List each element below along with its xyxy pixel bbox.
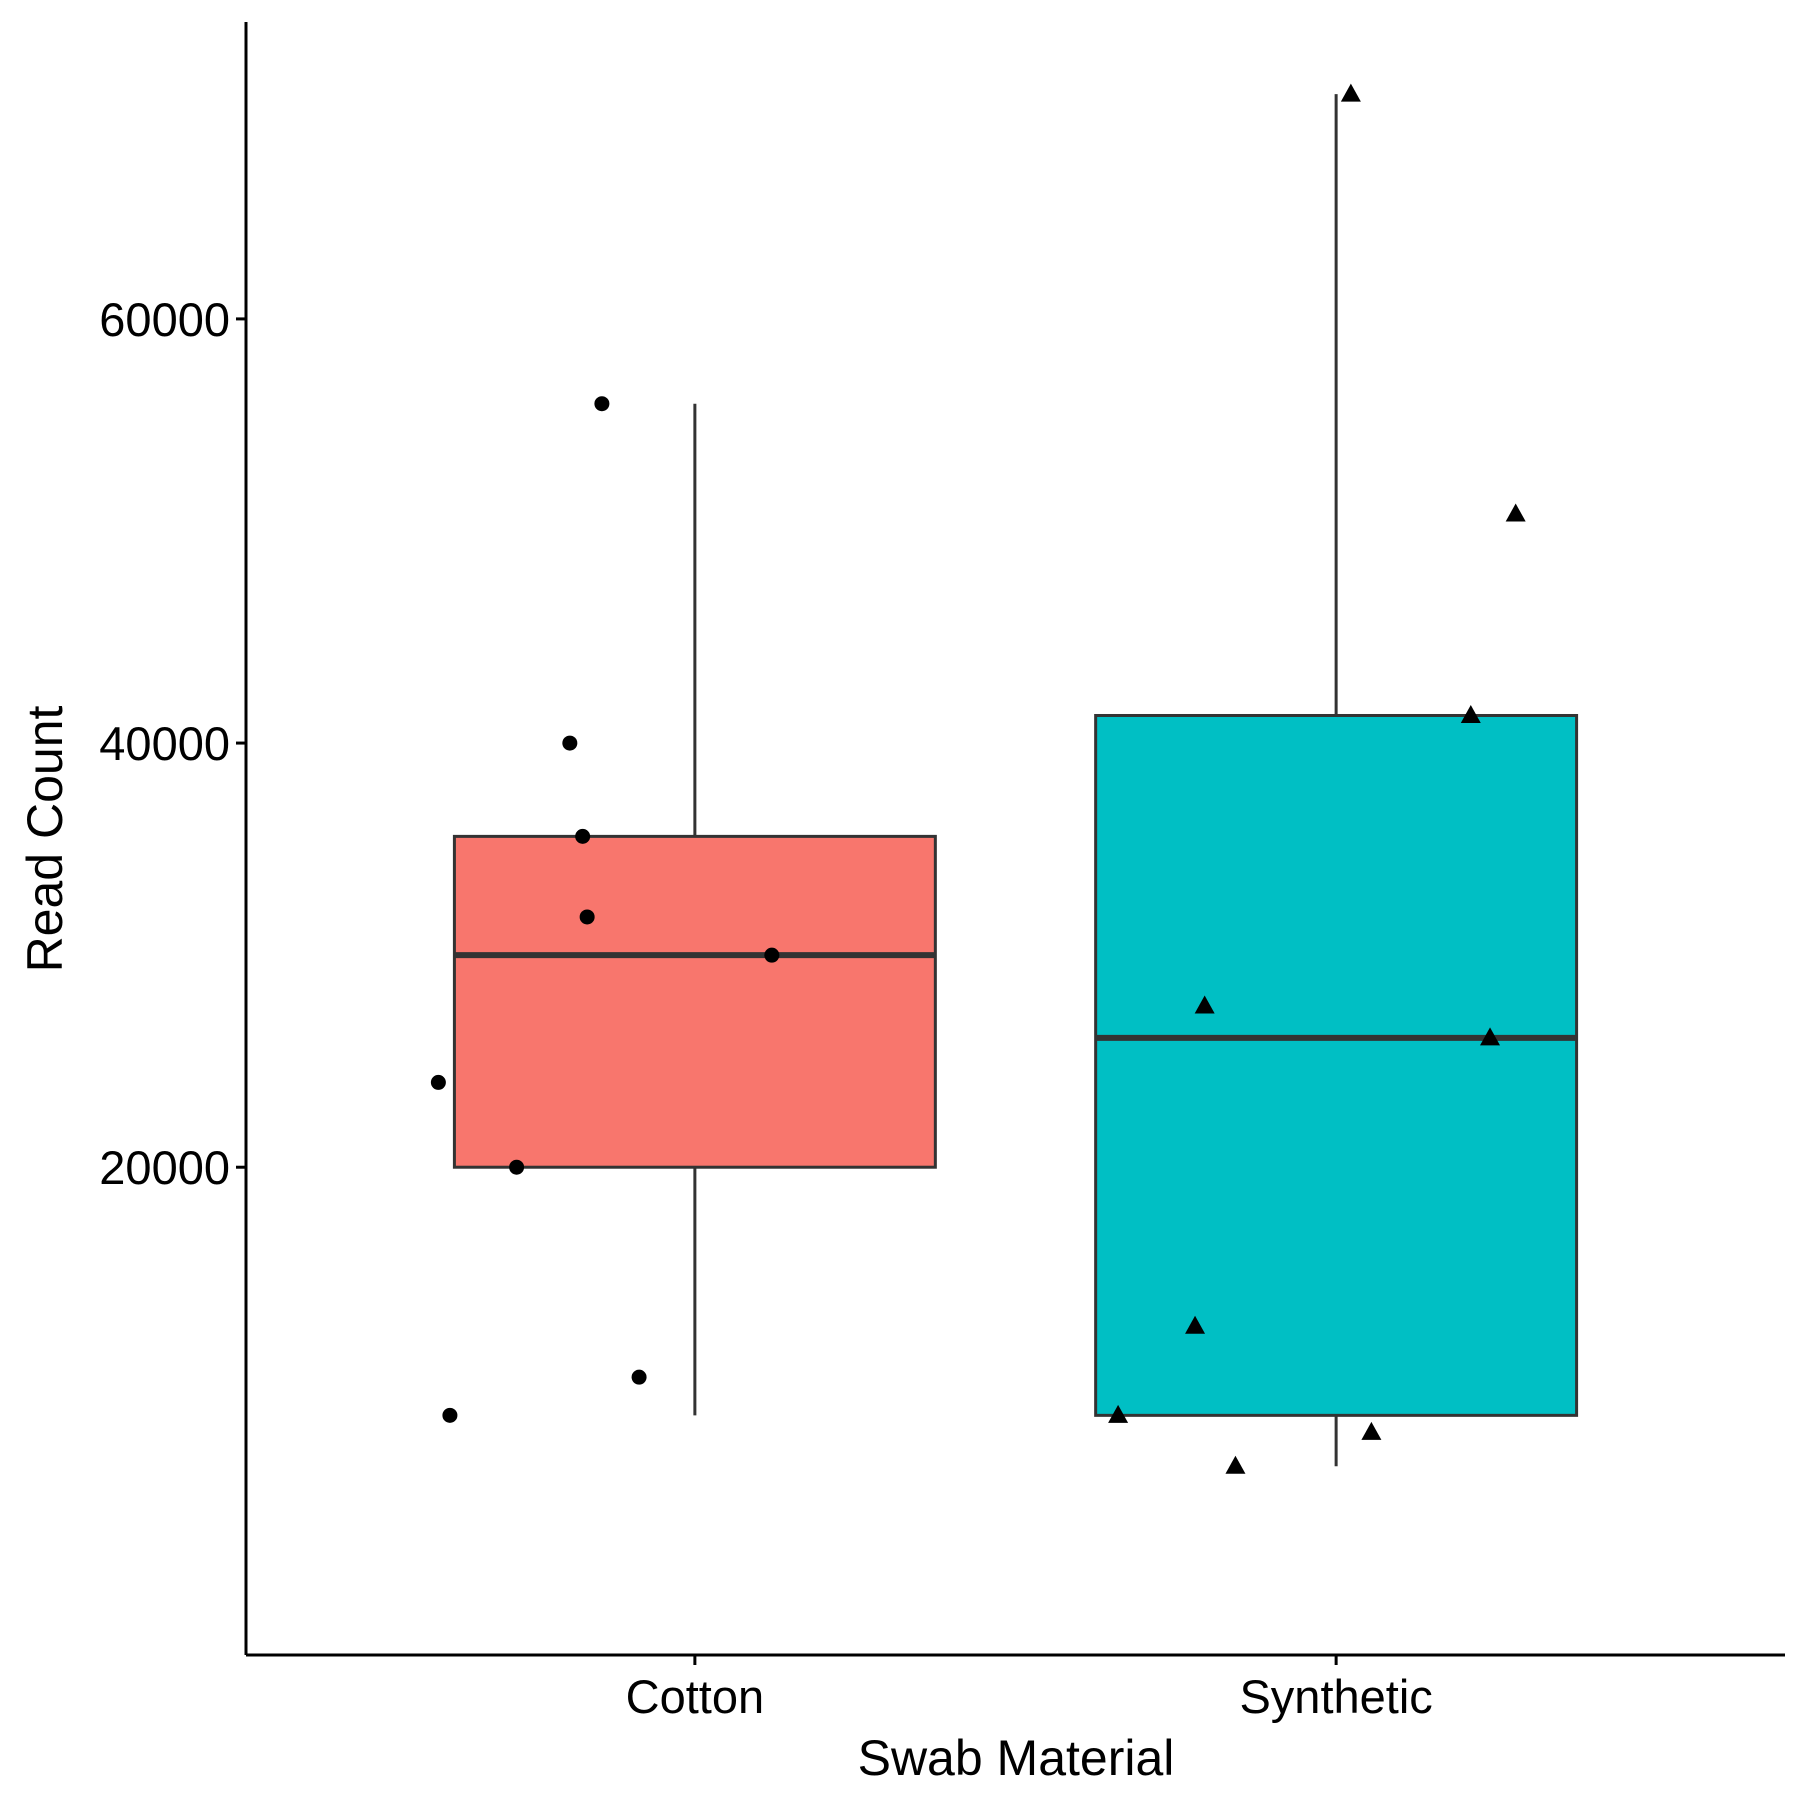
data-point-synthetic (1505, 503, 1526, 522)
y-axis-title: Read Count (17, 705, 73, 972)
data-point-synthetic (1361, 1421, 1382, 1440)
data-point-cotton (631, 1369, 647, 1385)
x-tick-label-cotton: Cotton (626, 1670, 764, 1723)
y-tick-label: 40000 (99, 717, 230, 770)
data-point-synthetic (1108, 1404, 1129, 1423)
axes-layer (244, 22, 1785, 1657)
data-point-synthetic (1194, 995, 1215, 1014)
x-tick-label-synthetic: Synthetic (1239, 1670, 1432, 1723)
data-point-synthetic (1185, 1315, 1206, 1334)
box-synthetic (1094, 94, 1579, 1467)
data-point-cotton (764, 947, 780, 963)
data-point-cotton (442, 1407, 458, 1423)
data-point-cotton (430, 1074, 446, 1090)
y-tick-label: 60000 (99, 293, 230, 346)
y-ticks: 20000 40000 60000 (99, 293, 246, 1194)
boxes-layer (452, 94, 1579, 1467)
data-point-synthetic (1460, 704, 1481, 723)
box-body-cotton (452, 834, 937, 1169)
x-axis-title: Swab Material (858, 1730, 1175, 1786)
data-point-cotton (579, 909, 595, 925)
data-point-synthetic (1480, 1027, 1501, 1046)
data-point-synthetic (1225, 1455, 1246, 1474)
data-point-cotton (509, 1159, 525, 1175)
box-body-synthetic (1094, 713, 1579, 1417)
box-cotton (452, 403, 937, 1416)
data-point-cotton (562, 735, 578, 751)
x-ticks: Cotton Synthetic (626, 1655, 1433, 1723)
data-point-cotton (575, 828, 591, 844)
data-point-synthetic (1340, 83, 1361, 102)
data-point-cotton (594, 396, 610, 412)
points-layer (430, 83, 1526, 1474)
y-tick-label: 20000 (99, 1141, 230, 1194)
